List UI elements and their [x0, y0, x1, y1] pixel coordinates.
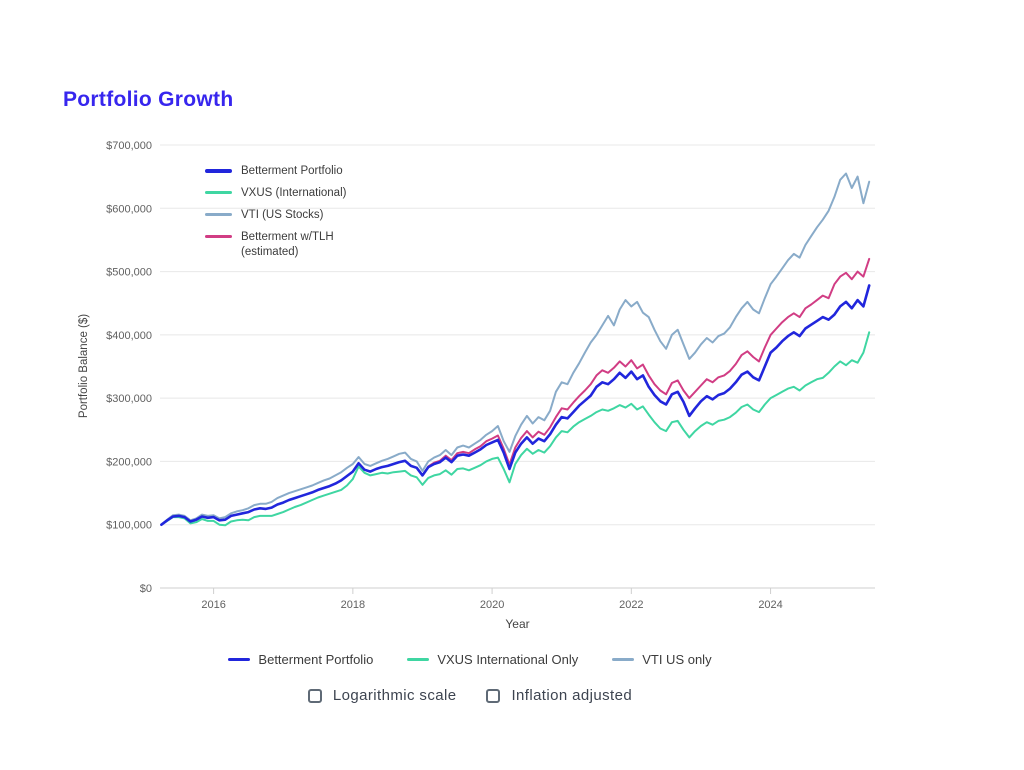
- series-line-betterment-w-tlh-estimated-: [421, 257, 871, 477]
- legend-swatch: [612, 658, 635, 661]
- y-tick-label: $500,000: [106, 267, 152, 279]
- page-title: Portfolio Growth: [63, 88, 234, 111]
- legend-label: VXUS (International): [241, 187, 347, 199]
- y-tick-label: $300,000: [106, 393, 152, 405]
- y-axis-title: Portfolio Balance ($): [78, 313, 90, 419]
- y-tick-label: $200,000: [106, 456, 152, 468]
- y-tick-label: $400,000: [106, 330, 152, 342]
- legend-item[interactable]: VXUS International Only: [407, 652, 578, 667]
- x-tick-label: 2022: [619, 599, 643, 611]
- x-tick-label: 2024: [758, 599, 782, 611]
- x-tick-label: 2018: [341, 599, 365, 611]
- x-tick-label: 2016: [201, 599, 225, 611]
- logarithmic-scale-checkbox[interactable]: Logarithmic scale: [307, 687, 457, 704]
- logarithmic-scale-label: Logarithmic scale: [332, 687, 457, 704]
- legend-swatch: [407, 658, 430, 661]
- series-line-betterment-portfolio: [160, 284, 871, 526]
- legend-item: VTI (US Stocks): [205, 208, 346, 223]
- legend-label: Betterment Portfolio: [241, 165, 343, 177]
- legend-item[interactable]: Betterment Portfolio: [228, 652, 373, 667]
- x-axis-title: Year: [505, 617, 530, 631]
- legend-swatch: [205, 191, 232, 194]
- y-tick-label: $600,000: [106, 203, 152, 215]
- legend-label: Betterment Portfolio: [258, 652, 374, 667]
- legend-label: VXUS International Only: [437, 652, 579, 667]
- chart-legend-bottom: Betterment Portfolio VXUS International O…: [0, 652, 940, 667]
- inflation-adjusted-checkbox-input[interactable]: [486, 688, 501, 703]
- legend-label: VTI (US Stocks): [241, 209, 324, 221]
- logarithmic-scale-checkbox-input[interactable]: [307, 688, 322, 703]
- inflation-adjusted-checkbox[interactable]: Inflation adjusted: [486, 687, 632, 704]
- legend-item: VXUS (International): [205, 186, 346, 201]
- legend-swatch: [228, 657, 251, 662]
- y-tick-label: $0: [140, 583, 152, 595]
- legend-swatch: [205, 235, 232, 238]
- legend-label: Betterment w/TLH (estimated): [241, 231, 334, 258]
- legend-item: Betterment w/TLH (estimated): [205, 230, 346, 260]
- legend-item: Betterment Portfolio: [205, 164, 346, 179]
- chart-legend-inside: Betterment Portfolio VXUS (International)…: [205, 164, 346, 260]
- series-line-vti-us-stocks-: [160, 172, 871, 526]
- y-tick-label: $700,000: [106, 140, 152, 152]
- inflation-adjusted-label: Inflation adjusted: [511, 687, 633, 704]
- y-tick-label: $100,000: [106, 520, 152, 532]
- legend-label: VTI US only: [642, 652, 712, 667]
- legend-swatch: [205, 213, 232, 216]
- series-line-vxus-international-: [160, 331, 871, 527]
- legend-item[interactable]: VTI US only: [612, 652, 712, 667]
- x-tick-label: 2020: [480, 599, 504, 611]
- chart-controls: Logarithmic scale Inflation adjusted: [0, 687, 940, 704]
- legend-swatch: [205, 169, 232, 173]
